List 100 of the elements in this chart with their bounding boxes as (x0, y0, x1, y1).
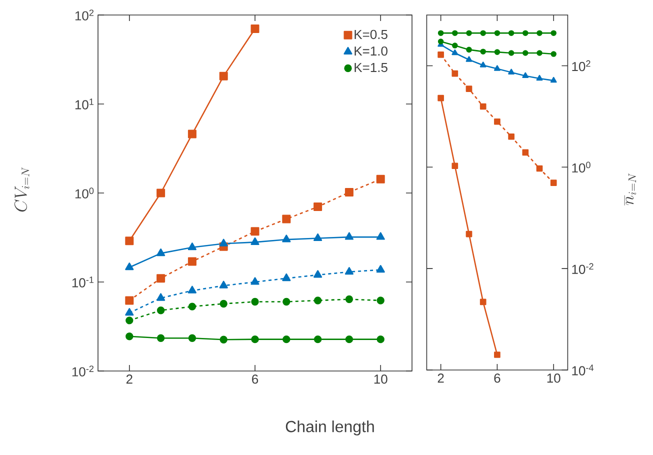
point (314, 202, 322, 212)
point (438, 94, 444, 102)
point (480, 103, 486, 110)
point (550, 76, 557, 83)
point (314, 296, 322, 304)
point (376, 296, 384, 304)
y-tick-label: 10$^{-2}$ (72, 366, 94, 376)
point (188, 257, 196, 266)
point (282, 214, 291, 224)
point (550, 30, 556, 36)
y-tick-label: 10$^{2}$ (572, 60, 590, 72)
y-tick-label: 10$^{1}$ (75, 98, 94, 110)
point (480, 30, 486, 36)
legend-label: K=1.5 (354, 63, 388, 72)
point (494, 352, 500, 358)
point (466, 46, 472, 53)
point (126, 316, 134, 324)
point (452, 49, 458, 56)
point (536, 165, 543, 172)
point (125, 308, 134, 316)
y-tick-label: 10$^{-2}$ (572, 263, 594, 274)
point (522, 50, 528, 56)
point (480, 298, 486, 306)
point (314, 335, 322, 344)
y-tick-label: 10$^{-1}$ (72, 276, 94, 288)
point (508, 50, 514, 56)
point (220, 300, 228, 308)
point (188, 286, 196, 294)
point (376, 335, 384, 344)
point (480, 62, 486, 68)
point (376, 264, 385, 273)
y-tick-label: 10$^{0}$ (75, 188, 94, 198)
point (550, 180, 557, 186)
point (219, 72, 228, 80)
y-tick-label: 10$^{-4}$ (572, 364, 594, 376)
point (219, 280, 228, 288)
point (251, 298, 259, 306)
x-axis-title: Chain length (286, 420, 374, 436)
point (466, 56, 472, 62)
point (282, 298, 290, 306)
y-tick-label: 10$^{2}$ (75, 10, 94, 20)
y-tick-label: 10$^{0}$ (572, 162, 590, 173)
x-tick-label: 2 (126, 374, 132, 384)
point (125, 296, 134, 305)
point (314, 233, 322, 242)
point (466, 86, 472, 92)
y-axis-title: $CV_{i=N}$ (14, 167, 30, 212)
point (438, 38, 444, 44)
point (188, 130, 196, 138)
point (522, 149, 529, 156)
point (494, 118, 500, 125)
legend-label: K=0.5 (354, 30, 388, 40)
point (522, 72, 529, 78)
point (550, 51, 556, 57)
point (494, 65, 500, 71)
point (536, 50, 542, 56)
point (219, 238, 228, 246)
x-tick-label: 6 (494, 374, 500, 383)
point (508, 30, 514, 36)
point (344, 232, 354, 240)
point (126, 332, 134, 340)
x-tick-label: 2 (438, 374, 444, 383)
point (508, 68, 515, 74)
point (282, 335, 290, 344)
point (522, 30, 528, 36)
point (250, 237, 260, 245)
point (156, 334, 165, 342)
point (494, 30, 500, 36)
x-tick-label: 6 (252, 374, 258, 384)
point (376, 174, 385, 184)
point (345, 335, 354, 344)
y-axis-title: $\overline{n}_{i=N}$ (624, 173, 636, 206)
point (376, 232, 385, 240)
legend-label: K=1.0 (354, 46, 388, 56)
x-tick-label: 10 (547, 374, 560, 383)
point (466, 230, 472, 238)
point (344, 188, 354, 196)
point (156, 306, 165, 314)
point (452, 42, 458, 48)
point (250, 24, 260, 34)
point (251, 335, 259, 344)
point (125, 236, 134, 246)
point (480, 48, 486, 54)
point (466, 30, 472, 36)
point (508, 133, 514, 140)
point (536, 30, 542, 36)
point (314, 270, 322, 278)
point (494, 49, 500, 55)
point (156, 188, 166, 198)
point (188, 242, 196, 250)
point (125, 262, 134, 270)
point (452, 70, 458, 77)
point (188, 302, 196, 310)
point (156, 274, 166, 283)
point (250, 277, 260, 285)
point (438, 52, 444, 58)
point (438, 30, 444, 36)
point (452, 30, 458, 36)
point (156, 293, 166, 301)
point (156, 248, 166, 256)
